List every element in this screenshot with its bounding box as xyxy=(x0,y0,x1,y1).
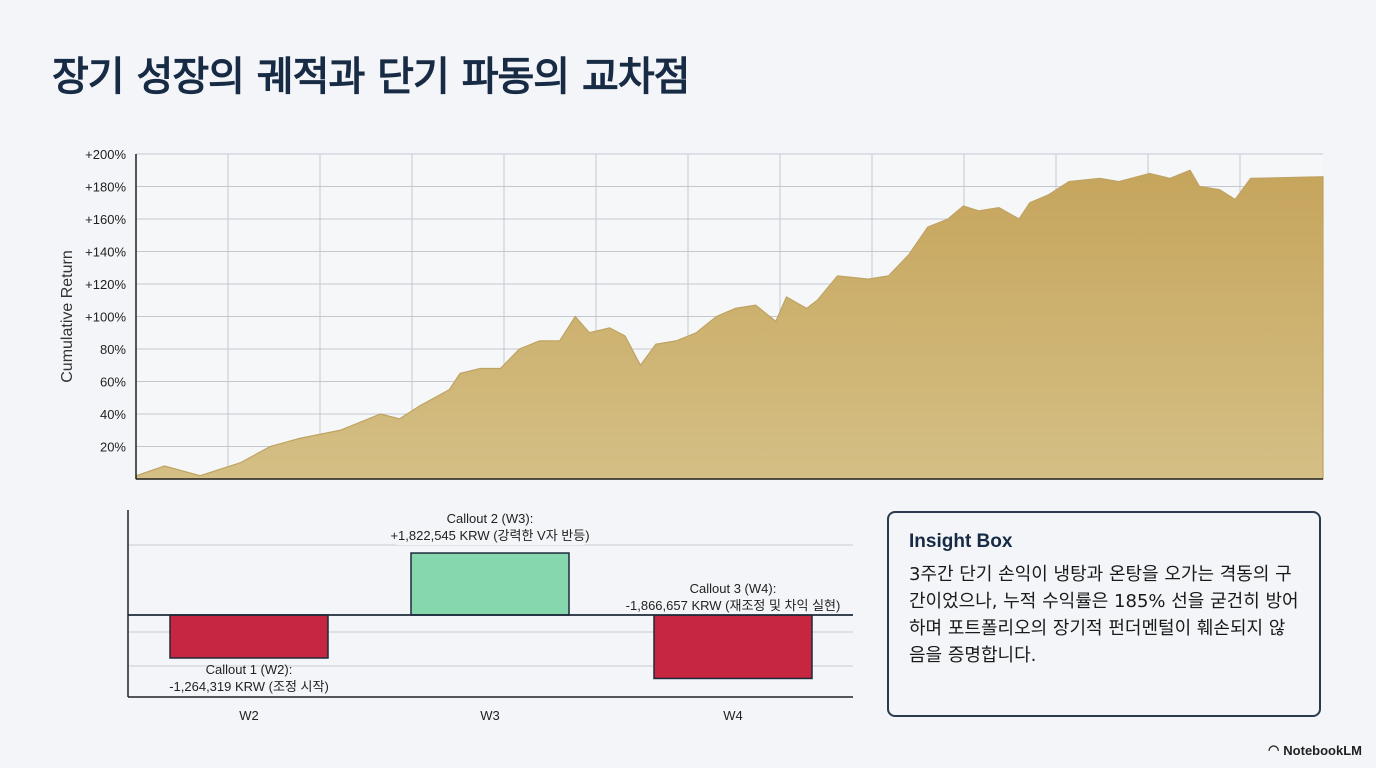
bar-w3 xyxy=(410,552,570,616)
annotation-title: Callout 2 (W3): xyxy=(447,511,534,526)
annotation-background xyxy=(396,527,584,546)
y-tick-label: 60% xyxy=(100,375,126,390)
annotation-value: -1,264,319 KRW (조정 시작) xyxy=(169,679,329,694)
notebooklm-icon: ◠ xyxy=(1267,742,1280,757)
insight-body: 3주간 단기 손익이 냉탕과 온탕을 오가는 격동의 구간이었으나, 누적 수익… xyxy=(909,564,1299,666)
y-tick-label: 20% xyxy=(100,440,126,455)
x-tick-label: W2 xyxy=(239,708,259,723)
x-tick-label: W4 xyxy=(723,708,743,723)
y-tick-label: +160% xyxy=(85,212,126,227)
y-tick-label: +200% xyxy=(85,147,126,162)
y-axis-label: Cumulative Return xyxy=(59,250,76,383)
y-tick-label: +140% xyxy=(85,245,126,260)
annotation-value: -1,866,657 KRW (재조정 및 차익 실현) xyxy=(626,598,841,613)
bar-w2 xyxy=(169,614,329,659)
cumulative-return-area xyxy=(135,169,1324,480)
annotation-value: +1,822,545 KRW (강력한 V자 반등) xyxy=(390,528,589,543)
weekly-pnl-chart: W2 Callout 1 (W2): -1,264,319 KRW (조정 시작) W… xyxy=(127,510,853,723)
y-tick-label: 40% xyxy=(100,407,126,422)
x-tick-label: W3 xyxy=(480,708,500,723)
cumulative-return-chart: 20% 40% 60% 80% +100% +120% +140% +160% +180% +20… xyxy=(59,147,1324,480)
insight-box: Insight Box 3주간 단기 손익이 냉탕과 온탕을 오가는 격동의 구… xyxy=(887,511,1321,717)
y-tick-label: +180% xyxy=(85,180,126,195)
y-tick-label: +100% xyxy=(85,310,126,325)
annotation-title: Callout 1 (W2): xyxy=(206,662,293,677)
annotation-title: Callout 3 (W4): xyxy=(690,581,777,596)
annotation-background xyxy=(632,597,834,615)
brand-label: NotebookLM xyxy=(1283,742,1362,758)
annotation-background xyxy=(169,677,329,696)
page-title: 장기 성장의 궤적과 단기 파동의 교차점 xyxy=(52,54,690,100)
bar-w4 xyxy=(653,614,813,680)
y-tick-label: 80% xyxy=(100,342,126,357)
brand-logo: ◠ NotebookLM xyxy=(1268,742,1362,758)
insight-heading: Insight Box xyxy=(909,531,1013,552)
y-tick-label: +120% xyxy=(85,277,126,292)
